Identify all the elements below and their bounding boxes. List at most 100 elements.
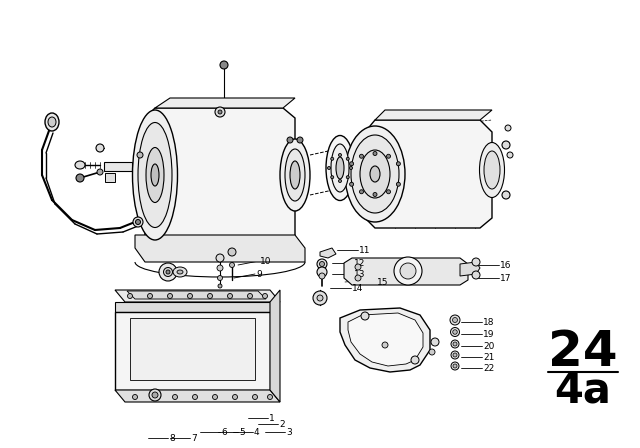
Circle shape — [193, 395, 198, 400]
Circle shape — [450, 315, 460, 325]
Circle shape — [339, 180, 342, 182]
Ellipse shape — [285, 149, 305, 201]
Text: 17: 17 — [500, 273, 511, 283]
Ellipse shape — [479, 142, 504, 198]
Polygon shape — [145, 108, 295, 248]
Circle shape — [396, 182, 401, 186]
Circle shape — [163, 267, 173, 276]
Circle shape — [387, 154, 390, 158]
Polygon shape — [340, 308, 430, 372]
Circle shape — [319, 262, 324, 267]
Polygon shape — [365, 120, 492, 228]
Circle shape — [215, 107, 225, 117]
Text: 15: 15 — [377, 277, 388, 287]
Circle shape — [313, 291, 327, 305]
Circle shape — [207, 293, 212, 298]
Circle shape — [431, 338, 439, 346]
Polygon shape — [270, 290, 280, 402]
Circle shape — [218, 284, 222, 288]
Circle shape — [166, 270, 170, 274]
Circle shape — [349, 182, 354, 186]
Circle shape — [502, 191, 510, 199]
Circle shape — [360, 190, 364, 194]
Circle shape — [97, 169, 103, 175]
Circle shape — [451, 340, 459, 348]
Text: 4: 4 — [254, 427, 260, 436]
Ellipse shape — [351, 135, 399, 213]
Circle shape — [472, 258, 480, 266]
Circle shape — [188, 293, 193, 298]
Circle shape — [472, 271, 480, 279]
Circle shape — [361, 312, 369, 320]
Circle shape — [218, 276, 223, 280]
Ellipse shape — [336, 157, 344, 179]
Circle shape — [152, 392, 158, 398]
Circle shape — [346, 157, 349, 160]
Circle shape — [505, 125, 511, 131]
Text: 11: 11 — [359, 246, 371, 254]
Ellipse shape — [173, 267, 187, 277]
Circle shape — [317, 267, 327, 277]
Text: 8: 8 — [169, 434, 175, 443]
Circle shape — [317, 295, 323, 301]
Circle shape — [429, 349, 435, 355]
Circle shape — [217, 265, 223, 271]
Polygon shape — [348, 313, 423, 366]
Circle shape — [373, 193, 377, 197]
Circle shape — [287, 137, 293, 143]
Bar — [130, 318, 255, 380]
Text: 6: 6 — [221, 427, 227, 436]
Ellipse shape — [360, 150, 390, 198]
Circle shape — [227, 293, 232, 298]
Ellipse shape — [290, 161, 300, 189]
Circle shape — [132, 395, 138, 400]
Ellipse shape — [326, 135, 354, 201]
Ellipse shape — [370, 166, 380, 182]
Bar — [105, 173, 115, 182]
Text: 12: 12 — [354, 258, 365, 267]
Circle shape — [387, 190, 390, 194]
Polygon shape — [460, 262, 480, 276]
Polygon shape — [127, 291, 266, 299]
Circle shape — [349, 162, 354, 166]
Circle shape — [394, 257, 422, 285]
Circle shape — [360, 154, 364, 158]
Circle shape — [331, 176, 333, 179]
Text: 1: 1 — [269, 414, 275, 422]
Circle shape — [400, 263, 416, 279]
Circle shape — [331, 157, 333, 160]
Polygon shape — [135, 235, 305, 262]
Text: 21: 21 — [483, 353, 494, 362]
Circle shape — [168, 293, 173, 298]
Circle shape — [502, 141, 510, 149]
Circle shape — [149, 389, 161, 401]
Circle shape — [262, 293, 268, 298]
Text: 10: 10 — [260, 257, 271, 266]
Circle shape — [452, 330, 457, 334]
Polygon shape — [155, 98, 295, 108]
Circle shape — [268, 395, 273, 400]
Circle shape — [253, 395, 257, 400]
Polygon shape — [115, 302, 270, 312]
Circle shape — [297, 137, 303, 143]
Ellipse shape — [45, 113, 59, 131]
Circle shape — [382, 342, 388, 348]
Text: 4a: 4a — [555, 369, 611, 411]
Ellipse shape — [48, 117, 56, 127]
Ellipse shape — [151, 164, 159, 186]
Circle shape — [451, 351, 459, 359]
Circle shape — [319, 273, 325, 279]
Circle shape — [411, 356, 419, 364]
Circle shape — [159, 263, 177, 281]
Circle shape — [453, 342, 457, 346]
Circle shape — [248, 293, 253, 298]
Text: 24: 24 — [548, 328, 618, 376]
Circle shape — [373, 151, 377, 155]
Circle shape — [452, 318, 458, 323]
Text: 20: 20 — [483, 341, 494, 350]
Circle shape — [346, 176, 349, 179]
Circle shape — [355, 264, 361, 270]
Polygon shape — [320, 248, 336, 258]
Circle shape — [136, 220, 141, 224]
Circle shape — [328, 167, 330, 169]
